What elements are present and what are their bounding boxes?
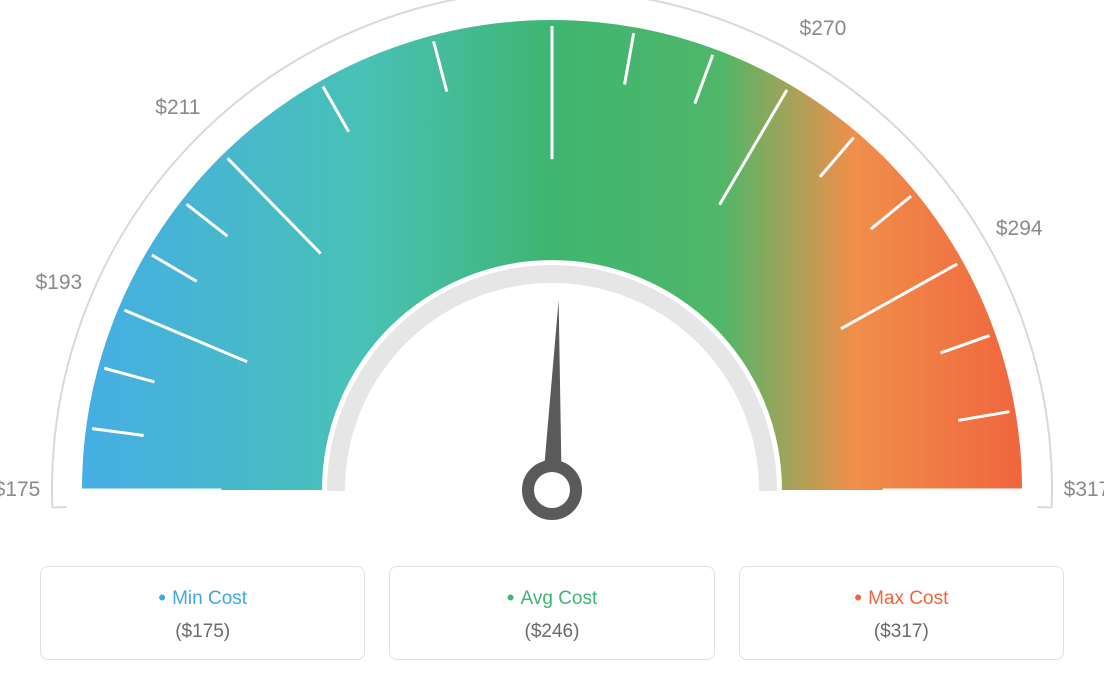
legend-value-min: ($175) bbox=[51, 621, 354, 643]
gauge-tick-label: $294 bbox=[996, 217, 1043, 241]
legend-value-avg: ($246) bbox=[400, 621, 703, 643]
legend-card-min: Min Cost ($175) bbox=[40, 566, 365, 660]
gauge-needle-hub bbox=[528, 466, 576, 514]
legend-card-max: Max Cost ($317) bbox=[739, 566, 1064, 660]
gauge-svg bbox=[0, 0, 1104, 560]
legend-title-avg: Avg Cost bbox=[400, 585, 703, 611]
gauge-chart: $175$193$211$246$270$294$317 bbox=[0, 0, 1104, 560]
legend-card-avg: Avg Cost ($246) bbox=[389, 566, 714, 660]
legend-value-max: ($317) bbox=[750, 621, 1053, 643]
gauge-tick-label: $317 bbox=[1064, 478, 1104, 502]
gauge-tick-label: $270 bbox=[800, 17, 847, 41]
gauge-tick-label: $211 bbox=[155, 96, 200, 120]
legend-row: Min Cost ($175) Avg Cost ($246) Max Cost… bbox=[40, 566, 1064, 660]
gauge-tick-label: $193 bbox=[36, 271, 83, 295]
legend-title-min: Min Cost bbox=[51, 585, 354, 611]
cost-gauge-container: $175$193$211$246$270$294$317 Min Cost ($… bbox=[0, 0, 1104, 690]
legend-title-max: Max Cost bbox=[750, 585, 1053, 611]
gauge-tick-label: $175 bbox=[0, 478, 40, 502]
